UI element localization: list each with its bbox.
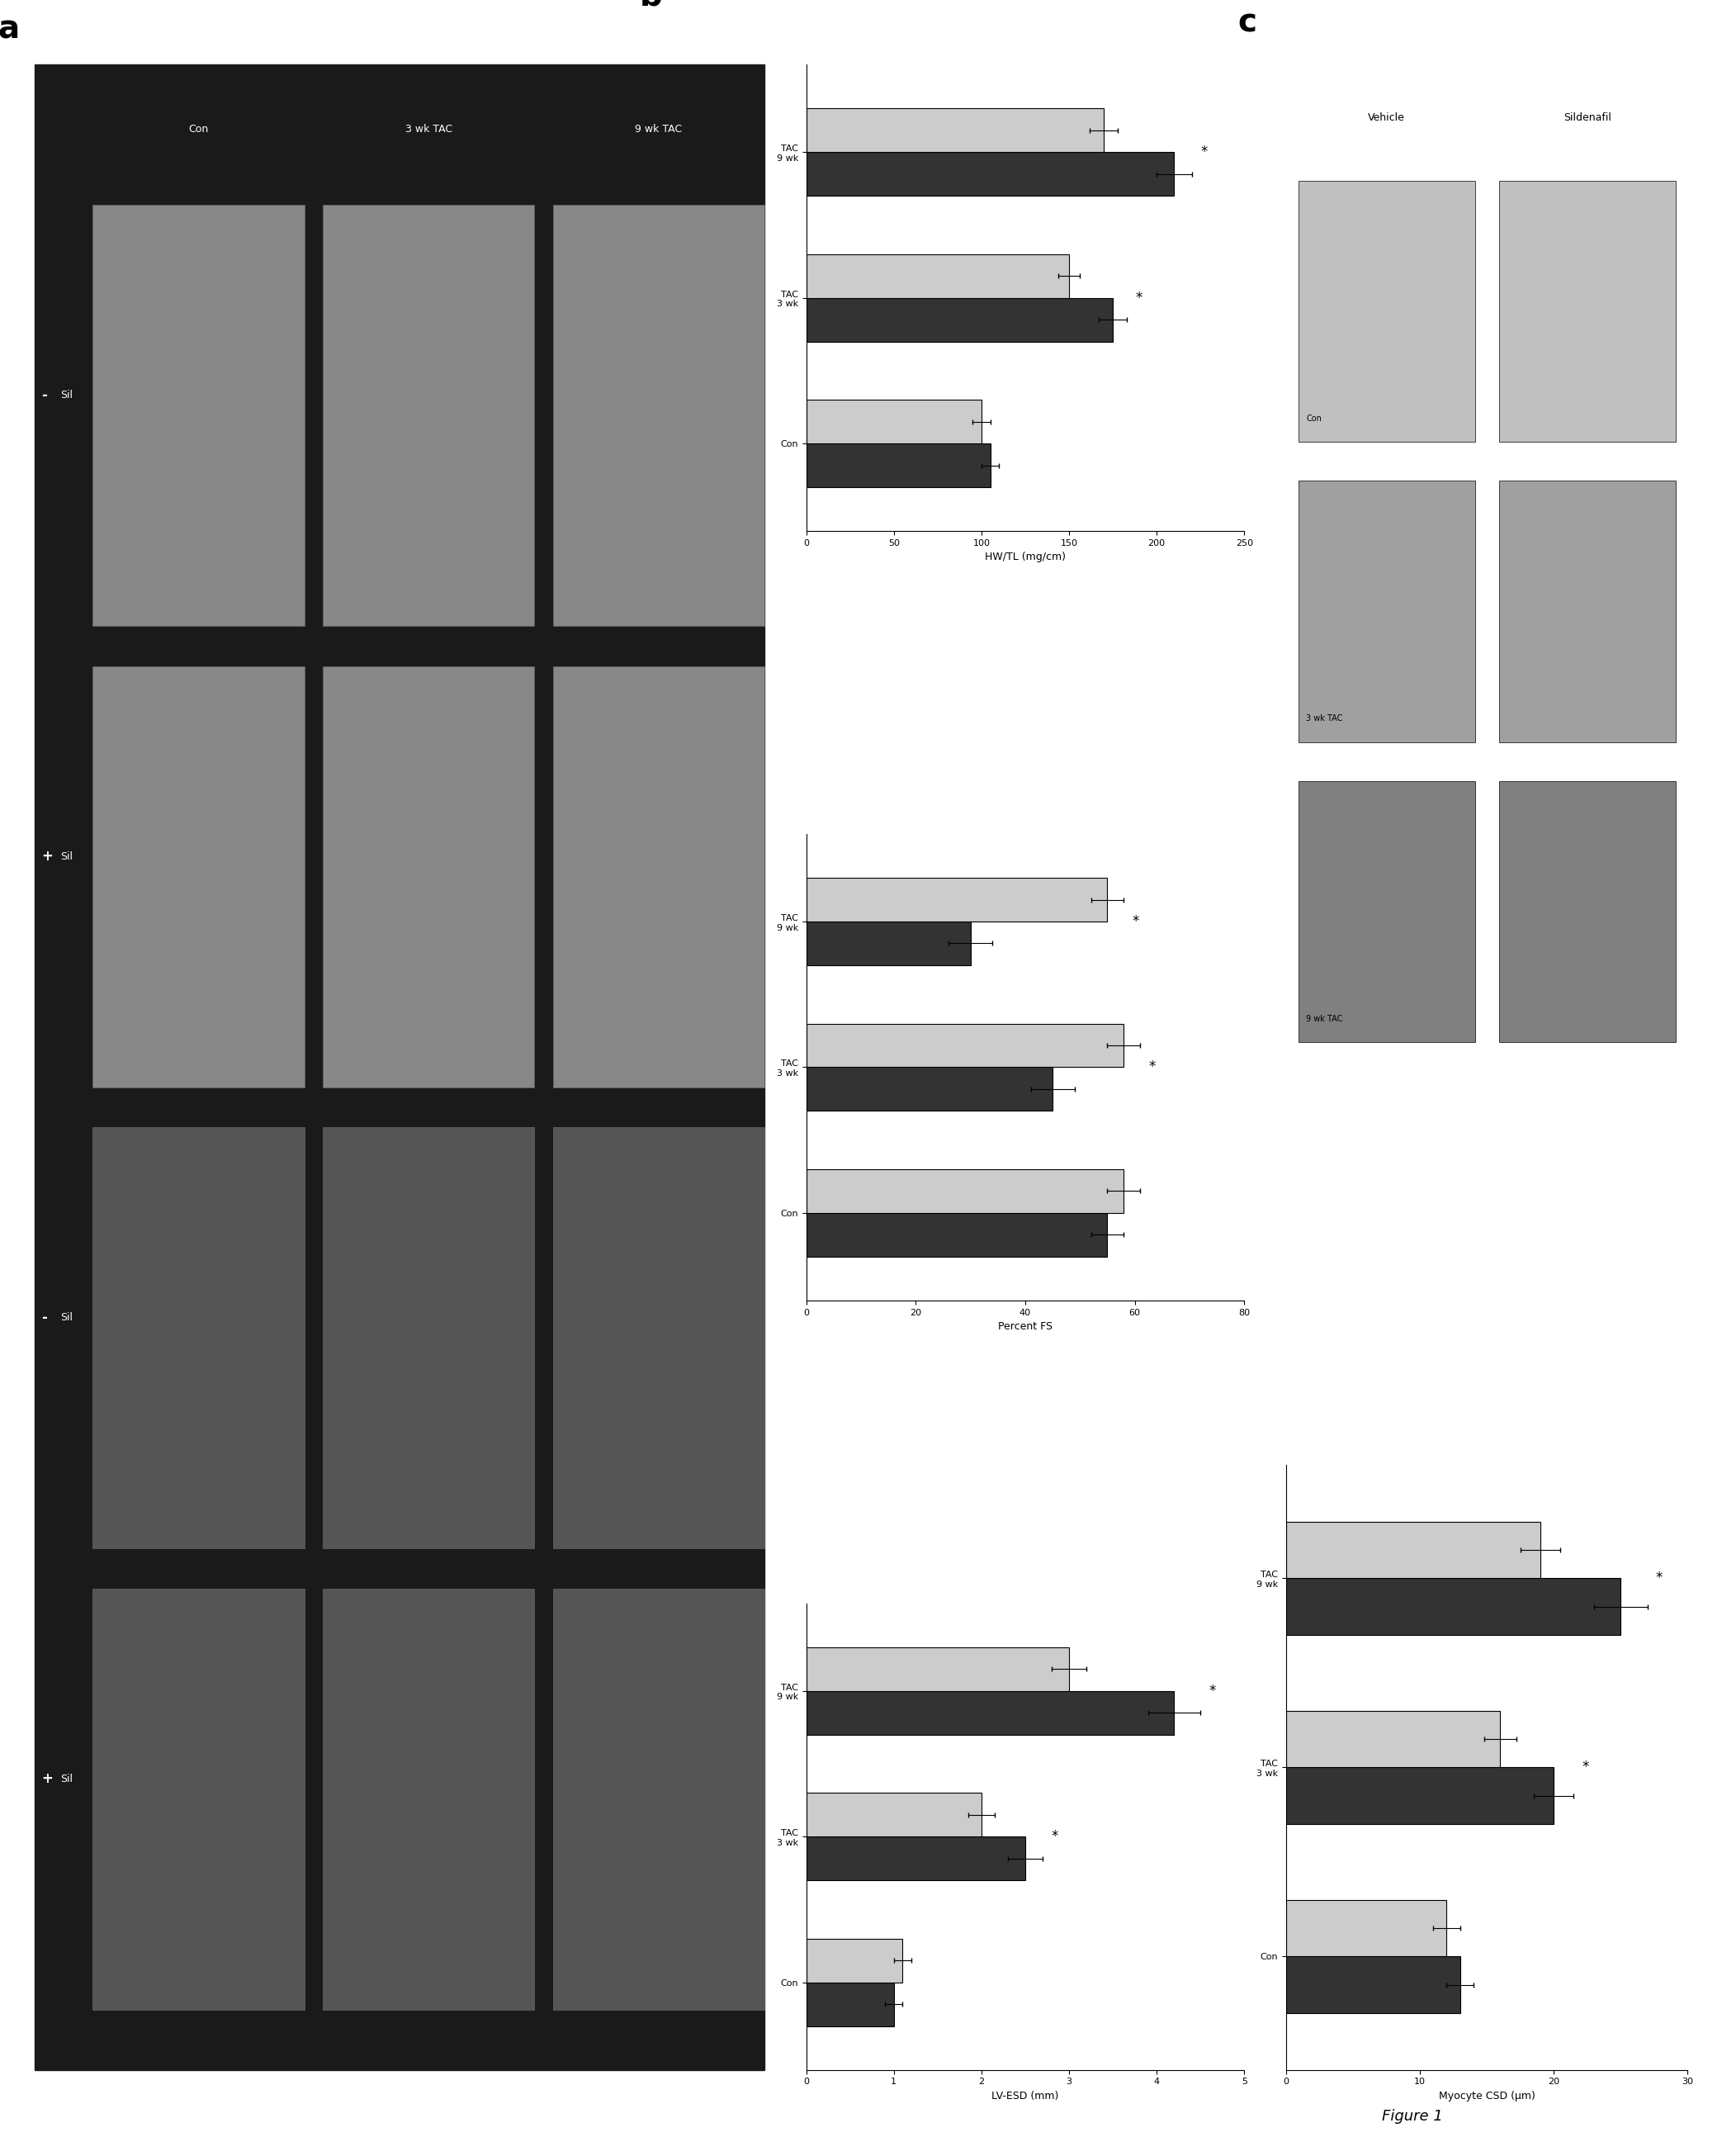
Text: Vehicle: Vehicle (1367, 112, 1405, 123)
Text: +: + (41, 849, 53, 865)
Text: c: c (1238, 6, 1257, 39)
Text: +: + (41, 1772, 53, 1787)
Bar (1286, 1955, 1460, 2014)
Bar (806, 1981, 894, 2027)
Text: a: a (0, 13, 19, 45)
Bar (93, 666, 305, 1087)
Text: Sil: Sil (60, 1774, 72, 1785)
Bar (1298, 181, 1474, 442)
Text: 3 wk TAC: 3 wk TAC (405, 125, 453, 136)
Bar (1286, 1899, 1446, 1955)
Bar (806, 254, 1069, 298)
Bar (806, 921, 971, 966)
Bar (93, 1128, 305, 1548)
Bar (1286, 1768, 1553, 1824)
Text: Figure 1: Figure 1 (1381, 2109, 1443, 2124)
Text: Sil: Sil (60, 852, 72, 862)
Bar (806, 1169, 1124, 1214)
Text: Sildenafil: Sildenafil (1564, 112, 1612, 123)
Text: *: * (1655, 1572, 1662, 1587)
Bar (1298, 780, 1474, 1041)
Text: *: * (1052, 1828, 1059, 1843)
Bar (1286, 1522, 1541, 1578)
Text: *: * (1209, 1684, 1216, 1699)
Bar (1498, 780, 1676, 1041)
Bar (322, 1128, 534, 1548)
X-axis label: LV-ESD (mm): LV-ESD (mm) (992, 2091, 1059, 2102)
Bar (806, 1647, 1069, 1690)
Text: -: - (41, 1311, 48, 1326)
Bar (1498, 481, 1676, 742)
Bar (806, 399, 982, 444)
Bar (1498, 181, 1676, 442)
Bar (806, 1837, 1025, 1880)
Text: 9 wk TAC: 9 wk TAC (1307, 1015, 1343, 1022)
Bar (806, 298, 1112, 341)
Bar (806, 1067, 1052, 1110)
Bar (553, 1589, 765, 2009)
Bar (553, 1128, 765, 1548)
Text: *: * (1135, 291, 1142, 306)
Bar (806, 1214, 1107, 1257)
Bar (806, 444, 990, 487)
Text: *: * (1200, 144, 1207, 160)
X-axis label: Myocyte CSD (μm): Myocyte CSD (μm) (1438, 2091, 1534, 2102)
Bar (553, 205, 765, 625)
Bar (1286, 1710, 1500, 1768)
Bar (806, 877, 1107, 921)
Text: 3 wk TAC: 3 wk TAC (1307, 714, 1343, 722)
Text: *: * (1583, 1759, 1589, 1774)
Bar (1298, 481, 1474, 742)
Bar (93, 205, 305, 625)
Bar (93, 1589, 305, 2009)
Text: b: b (641, 0, 663, 13)
Bar (806, 1794, 982, 1837)
Bar (322, 1589, 534, 2009)
Text: Con: Con (1307, 414, 1322, 423)
X-axis label: Percent FS: Percent FS (999, 1322, 1052, 1332)
Bar (1286, 1578, 1620, 1634)
Text: *: * (1133, 914, 1140, 929)
Bar (322, 205, 534, 625)
Bar (553, 666, 765, 1087)
Bar (806, 1938, 902, 1981)
Text: -: - (41, 388, 48, 403)
Bar (806, 153, 1174, 196)
Text: Sil: Sil (60, 1313, 72, 1324)
Text: Sil: Sil (60, 390, 72, 401)
Text: 9 wk TAC: 9 wk TAC (635, 125, 682, 136)
Bar (806, 1690, 1174, 1736)
X-axis label: HW/TL (mg/cm): HW/TL (mg/cm) (985, 552, 1066, 563)
Bar (806, 108, 1104, 153)
Bar (806, 1024, 1124, 1067)
Bar (322, 666, 534, 1087)
Text: *: * (1149, 1061, 1155, 1074)
Text: Con: Con (189, 125, 208, 136)
